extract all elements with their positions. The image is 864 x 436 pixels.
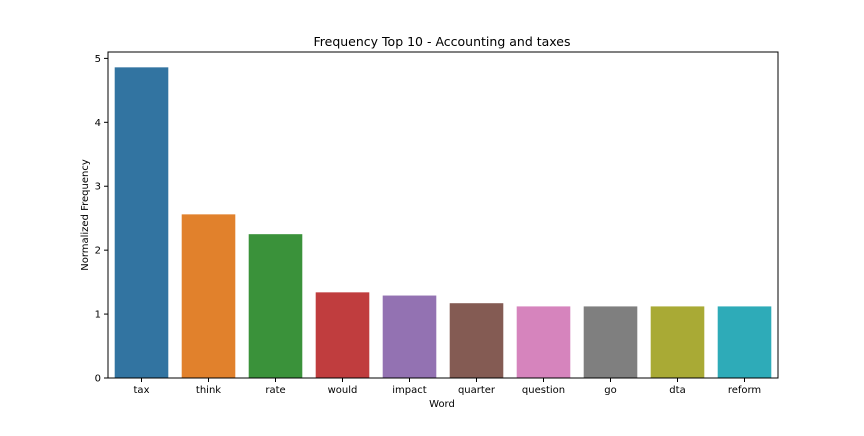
y-tick-label: 1 [95, 310, 101, 321]
y-tick-label: 4 [95, 118, 101, 129]
x-tick-label: would [328, 385, 358, 396]
plot-frame [107, 51, 779, 379]
y-tick-label: 3 [95, 182, 101, 193]
x-tick-label: impact [392, 385, 426, 396]
bar-question [516, 306, 571, 378]
bar-go [583, 306, 638, 378]
y-axis: 0 1 2 3 4 5 [95, 54, 108, 385]
y-axis-label: Normalized Frequency [80, 159, 91, 271]
bar-rate [248, 234, 303, 378]
bar-impact [382, 295, 437, 378]
x-axis-label: Word [429, 399, 455, 410]
x-tick-label: reform [728, 385, 761, 396]
y-tick-label: 0 [95, 374, 101, 385]
chart-title: Frequency Top 10 - Accounting and taxes [313, 34, 570, 49]
x-axis: tax think rate would impact quarter question go… [134, 378, 761, 396]
x-tick-label: go [604, 385, 616, 396]
x-tick-label: think [196, 385, 221, 396]
bar-think [181, 214, 236, 378]
x-tick-label: dta [669, 385, 685, 396]
bar-tax [114, 67, 169, 378]
bar-reform [717, 306, 772, 378]
y-tick-label: 5 [95, 54, 101, 65]
bar-dta [650, 306, 705, 378]
bar-quarter [449, 303, 504, 378]
x-tick-label: quarter [458, 385, 496, 396]
x-tick-label: rate [265, 385, 285, 396]
y-tick-label: 2 [95, 246, 101, 257]
x-tick-label: question [522, 385, 565, 396]
x-tick-label: tax [134, 385, 150, 396]
bar-would [315, 292, 370, 378]
plot-area [114, 67, 772, 378]
